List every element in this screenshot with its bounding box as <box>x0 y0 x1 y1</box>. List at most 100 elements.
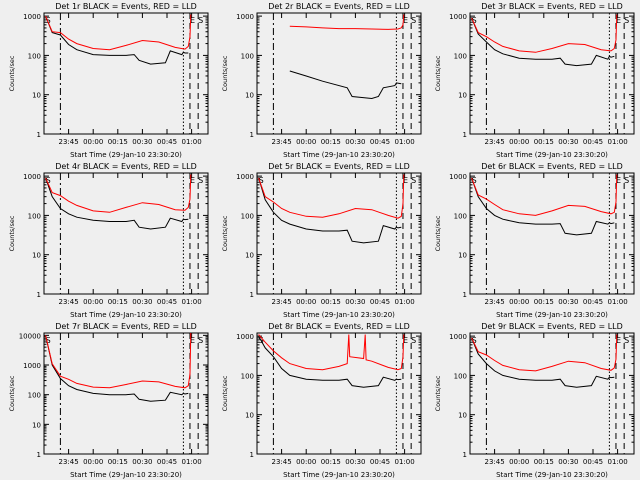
y-tick-label: 1000 <box>449 173 467 181</box>
event-marker-label: S <box>46 176 51 185</box>
y-axis-label: Counts/sec <box>434 55 442 91</box>
lld-series-line <box>471 14 618 53</box>
y-axis-label: Counts/sec <box>8 375 16 411</box>
x-axis-label: Start Time (29-Jan-10 23:30:20) <box>70 311 182 319</box>
x-tick-label: 00:30 <box>558 458 578 466</box>
x-tick-label: 01:00 <box>608 458 628 466</box>
x-tick-label: 00:45 <box>370 298 390 306</box>
count-rate-plot: Det 5r BLACK = Events, RED = LLD Start Ti… <box>221 162 422 319</box>
x-tick-label: 00:00 <box>83 298 103 306</box>
event-marker-label: E <box>190 336 195 345</box>
x-axis-label: Start Time (29-Jan-10 23:30:20) <box>283 151 395 159</box>
y-tick-label: 1000 <box>236 173 254 181</box>
y-tick-label: 1 <box>463 291 467 299</box>
count-rate-plot: Det 3r BLACK = Events, RED = LLD Start Ti… <box>434 2 635 159</box>
y-tick-label: 1000 <box>236 333 254 341</box>
detector-panel: Det 6r BLACK = Events, RED = LLD Start Ti… <box>426 160 639 320</box>
events-series-line <box>471 337 615 388</box>
event-marker-label: E <box>616 336 621 345</box>
event-marker-label: S <box>411 176 416 185</box>
event-marker-label: S <box>198 176 203 185</box>
y-axis-label: Counts/sec <box>434 375 442 411</box>
y-tick-label: 10000 <box>19 332 41 340</box>
panel-title: Det 7r BLACK = Events, RED = LLD <box>55 322 197 331</box>
x-tick-label: 23:45 <box>272 298 292 306</box>
count-rate-plot: Det 7r BLACK = Events, RED = LLD Start Ti… <box>8 322 209 479</box>
x-tick-label: 00:00 <box>296 458 316 466</box>
x-tick-label: 00:15 <box>108 298 128 306</box>
events-series-line <box>258 177 402 244</box>
x-tick-label: 00:30 <box>132 138 152 146</box>
y-tick-label: 1 <box>37 291 41 299</box>
y-tick-label: 100 <box>454 212 467 220</box>
lld-series-line <box>258 174 405 219</box>
event-marker-label: S <box>411 336 416 345</box>
detector-panel: Det 1r BLACK = Events, RED = LLD Start Ti… <box>0 0 213 160</box>
x-tick-label: 00:15 <box>108 138 128 146</box>
event-marker-label: E <box>403 176 408 185</box>
y-tick-label: 100 <box>28 392 41 400</box>
x-tick-label: 23:45 <box>59 458 79 466</box>
lld-series-line <box>45 174 192 213</box>
x-tick-label: 00:15 <box>321 298 341 306</box>
y-axis-label: Counts/sec <box>434 215 442 251</box>
x-tick-label: 00:30 <box>558 138 578 146</box>
events-series-line <box>45 335 189 402</box>
panel-title: Det 5r BLACK = Events, RED = LLD <box>268 162 410 171</box>
y-axis-label: Counts/sec <box>221 215 229 251</box>
y-tick-label: 100 <box>454 52 467 60</box>
x-tick-label: 00:45 <box>157 138 177 146</box>
y-tick-label: 10 <box>32 252 41 260</box>
x-tick-label: 00:15 <box>321 138 341 146</box>
y-tick-label: 100 <box>454 372 467 380</box>
panel-title: Det 3r BLACK = Events, RED = LLD <box>481 2 623 11</box>
event-marker-label: S <box>624 176 629 185</box>
event-marker-label: S <box>472 176 477 185</box>
x-tick-label: 23:45 <box>59 298 79 306</box>
y-tick-label: 1 <box>250 291 254 299</box>
plot-frame <box>43 12 209 135</box>
y-tick-label: 1 <box>250 451 254 459</box>
events-series-line <box>45 177 189 230</box>
count-rate-plot: Det 8r BLACK = Events, RED = LLD Start Ti… <box>221 322 422 479</box>
x-axis-label: Start Time (29-Jan-10 23:30:20) <box>70 471 182 479</box>
events-series-line <box>289 70 402 100</box>
x-tick-label: 23:45 <box>485 298 505 306</box>
event-marker-label: E <box>403 336 408 345</box>
x-tick-label: 23:45 <box>485 458 505 466</box>
x-tick-label: 00:15 <box>534 138 554 146</box>
event-marker-label: E <box>616 16 621 25</box>
plot-frame <box>469 332 635 455</box>
x-tick-label: 01:00 <box>182 298 202 306</box>
x-tick-label: 23:45 <box>59 138 79 146</box>
y-tick-label: 1 <box>37 451 41 459</box>
x-tick-label: 00:45 <box>583 298 603 306</box>
x-axis-label: Start Time (29-Jan-10 23:30:20) <box>283 471 395 479</box>
x-tick-label: 00:00 <box>509 138 529 146</box>
x-tick-label: 00:15 <box>321 458 341 466</box>
event-marker-label: S <box>259 176 264 185</box>
x-tick-label: 00:45 <box>157 298 177 306</box>
y-tick-label: 100 <box>241 52 254 60</box>
lld-series-line <box>471 334 618 372</box>
event-marker-label: S <box>624 16 629 25</box>
plot-frame <box>256 332 422 455</box>
x-tick-label: 01:00 <box>182 458 202 466</box>
events-series-line <box>45 15 189 65</box>
y-tick-label: 10 <box>458 252 467 260</box>
x-tick-label: 00:30 <box>558 298 578 306</box>
y-tick-label: 1 <box>463 131 467 139</box>
y-tick-label: 1000 <box>23 13 41 21</box>
plot-frame <box>43 332 209 455</box>
event-marker-label: S <box>198 336 203 345</box>
event-marker-label: S <box>46 336 51 345</box>
events-series-line <box>471 177 615 236</box>
y-tick-label: 1000 <box>23 362 41 370</box>
event-marker-label: S <box>46 16 51 25</box>
detector-panel: Det 7r BLACK = Events, RED = LLD Start Ti… <box>0 320 213 480</box>
count-rate-plot: Det 1r BLACK = Events, RED = LLD Start Ti… <box>8 2 209 159</box>
lld-series-line <box>289 14 405 30</box>
x-tick-label: 00:45 <box>370 138 390 146</box>
lld-series-line <box>258 334 405 371</box>
x-tick-label: 00:45 <box>583 458 603 466</box>
